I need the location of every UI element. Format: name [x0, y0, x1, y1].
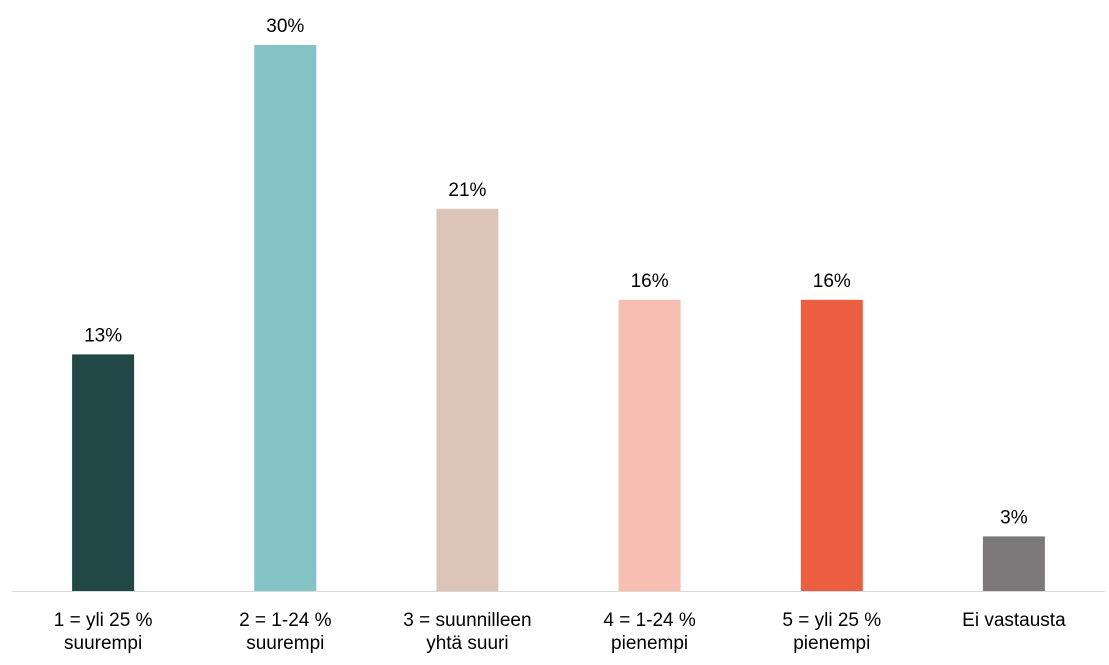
- category-label-line: 5 = yli 25 %: [782, 610, 881, 631]
- category-label: 3 = suunnilleen yhtä suuri: [403, 610, 531, 654]
- data-label: 3%: [1000, 507, 1028, 528]
- data-label: 13%: [84, 325, 122, 346]
- bar: [618, 299, 681, 591]
- category-label-line: 3 = suunnilleen: [403, 610, 531, 631]
- category-label-line: 2 = 1-24 %: [239, 610, 332, 631]
- category-label-line: suurempi: [246, 633, 324, 654]
- category-label-line: pienempi: [611, 633, 688, 654]
- bar: [72, 354, 135, 591]
- category-label-line: 1 = yli 25 %: [54, 610, 153, 631]
- category-label: 1 = yli 25 % suurempi: [54, 610, 153, 654]
- category-label: 2 = 1-24 % suurempi: [239, 610, 332, 654]
- data-label: 16%: [813, 271, 851, 292]
- bar: [254, 45, 317, 591]
- category-label: 4 = 1-24 % pienempi: [603, 610, 696, 654]
- value-labels-group: 13% 30% 21% 16% 16% 3%: [84, 16, 1028, 528]
- category-label-line: suurempi: [64, 633, 142, 654]
- category-label: 5 = yli 25 % pienempi: [782, 610, 881, 654]
- bar: [800, 299, 863, 591]
- category-label-line: pienempi: [793, 633, 870, 654]
- category-label-line: Ei vastausta: [962, 610, 1066, 631]
- category-label-line: 4 = 1-24 %: [603, 610, 696, 631]
- bar: [982, 536, 1045, 591]
- category-label: Ei vastausta: [962, 610, 1066, 631]
- bars-group: [72, 45, 1045, 592]
- data-label: 30%: [266, 16, 304, 37]
- bar: [436, 208, 499, 592]
- category-label-line: yhtä suuri: [426, 633, 508, 654]
- data-label: 21%: [448, 180, 486, 201]
- data-label: 16%: [631, 271, 669, 292]
